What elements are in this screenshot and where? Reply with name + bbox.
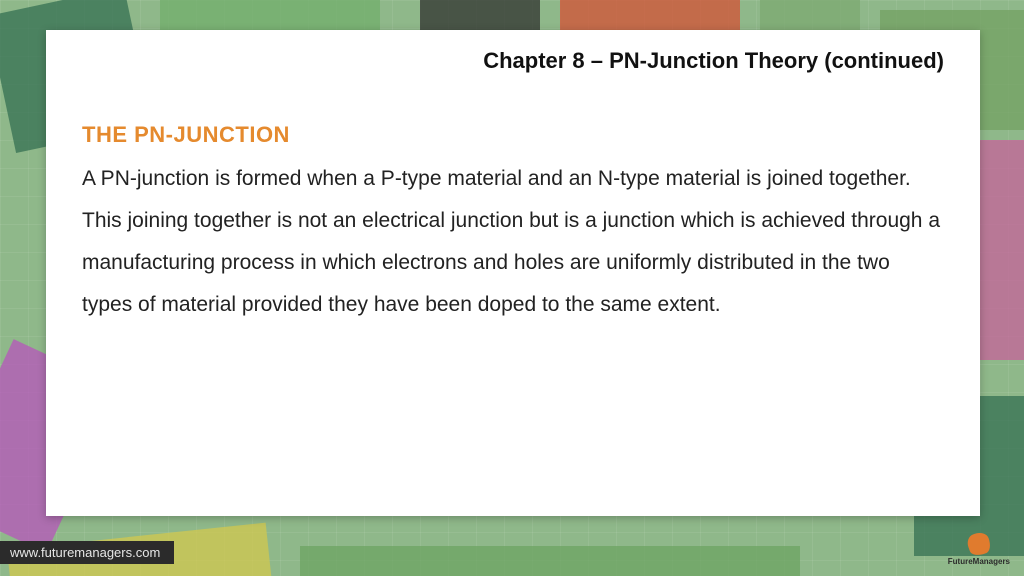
brand-logo: FutureManagers: [948, 533, 1010, 566]
content-card: Chapter 8 – PN-Junction Theory (continue…: [46, 30, 980, 516]
footer-url: www.futuremanagers.com: [0, 541, 174, 564]
brand-name: FutureManagers: [948, 557, 1010, 566]
body-paragraph: A PN-junction is formed when a P-type ma…: [82, 158, 944, 326]
section-heading: THE PN-JUNCTION: [82, 122, 944, 148]
chapter-title: Chapter 8 – PN-Junction Theory (continue…: [82, 48, 944, 74]
slide-stage: Chapter 8 – PN-Junction Theory (continue…: [0, 0, 1024, 576]
swoosh-icon: [965, 530, 993, 558]
